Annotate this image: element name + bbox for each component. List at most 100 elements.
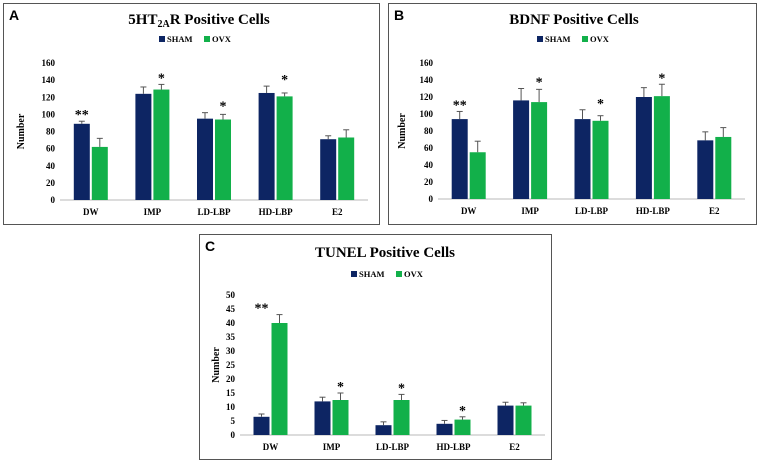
- bar-ovx-imp: [531, 102, 548, 199]
- x-tick-label: LD-LBP: [376, 442, 410, 452]
- bar-sham-dw: [451, 119, 468, 199]
- significance-marker: **: [255, 302, 269, 317]
- x-tick-label: LD-LBP: [575, 206, 609, 216]
- y-tick-label: 140: [42, 75, 56, 85]
- y-tick-label: 40: [46, 161, 56, 171]
- bar-sham-ld-lbp: [574, 119, 591, 199]
- y-tick-label: 45: [226, 304, 236, 314]
- significance-marker: *: [536, 76, 543, 91]
- y-tick-label: 35: [226, 332, 236, 342]
- significance-marker: *: [398, 381, 405, 396]
- chart-title: TUNEL Positive Cells: [315, 245, 455, 261]
- y-tick-label: 20: [46, 178, 56, 188]
- y-tick-label: 100: [42, 109, 56, 119]
- x-tick-label: DW: [83, 207, 99, 217]
- bar-ovx-ld-lbp: [393, 400, 410, 435]
- significance-marker: *: [220, 100, 227, 115]
- legend-swatch-ovx: [396, 271, 402, 277]
- y-tick-label: 0: [51, 195, 56, 205]
- significance-marker: **: [75, 108, 89, 123]
- y-tick-label: 120: [420, 92, 434, 102]
- bar-ovx-imp: [153, 89, 170, 200]
- legend-label-ovx: OVX: [404, 269, 424, 279]
- legend-swatch-ovx: [204, 36, 210, 42]
- bar-ovx-e2: [338, 137, 355, 200]
- legend-label-ovx: OVX: [212, 34, 232, 44]
- y-tick-label: 20: [424, 177, 434, 187]
- bar-ovx-hd-lbp: [653, 96, 670, 199]
- legend-label-sham: SHAM: [167, 34, 193, 44]
- y-tick-label: 40: [226, 318, 236, 328]
- y-tick-label: 30: [226, 346, 236, 356]
- y-tick-label: 20: [226, 374, 236, 384]
- bar-ovx-e2: [715, 136, 732, 199]
- x-tick-label: DW: [263, 442, 279, 452]
- y-tick-label: 60: [46, 144, 56, 154]
- bar-sham-e2: [497, 405, 514, 435]
- significance-marker: *: [337, 380, 344, 395]
- x-tick-label: IMP: [521, 206, 539, 216]
- y-tick-label: 100: [420, 109, 434, 119]
- y-tick-label: 40: [424, 160, 434, 170]
- bar-sham-dw: [73, 123, 90, 200]
- y-tick-label: 140: [420, 75, 434, 85]
- bar-sham-hd-lbp: [436, 423, 453, 435]
- bar-ovx-e2: [515, 405, 532, 435]
- y-tick-label: 80: [46, 127, 56, 137]
- y-tick-label: 15: [226, 388, 236, 398]
- bar-sham-imp: [135, 93, 152, 200]
- y-tick-label: 120: [42, 92, 56, 102]
- bar-sham-ld-lbp: [375, 425, 392, 435]
- legend-label-sham: SHAM: [359, 269, 385, 279]
- x-tick-label: DW: [461, 206, 477, 216]
- y-tick-label: 60: [424, 143, 434, 153]
- chart-5ht2ar: 5HT2AR Positive Cells SHAM OVX Number 0 20 40 6…: [16, 12, 368, 217]
- significance-marker: **: [453, 98, 467, 113]
- x-tick-label: E2: [709, 206, 720, 216]
- y-tick-label: 80: [424, 126, 434, 136]
- y-tick-label: 50: [226, 290, 236, 300]
- panel-b: B BDNF Positive Cells SHAM OVX Number 0 20 40 6…: [388, 3, 757, 225]
- significance-marker: *: [658, 71, 665, 86]
- bar-sham-imp: [513, 100, 530, 199]
- legend-swatch-sham: [351, 271, 357, 277]
- bar-sham-dw: [253, 416, 270, 435]
- bar-sham-e2: [697, 140, 714, 199]
- bar-ovx-ld-lbp: [592, 120, 609, 199]
- legend-swatch-ovx: [582, 36, 588, 42]
- chart-title: 5HT2AR Positive Cells: [128, 12, 270, 30]
- y-axis-label: Number: [397, 113, 408, 149]
- bar-ovx-ld-lbp: [215, 119, 231, 200]
- bar-sham-ld-lbp: [197, 118, 213, 200]
- significance-marker: *: [597, 97, 604, 112]
- legend-swatch-sham: [159, 36, 165, 42]
- y-axis-label: Number: [211, 347, 222, 383]
- significance-marker: *: [158, 71, 165, 86]
- x-tick-label: HD-LBP: [636, 206, 671, 216]
- legend-label-ovx: OVX: [590, 34, 610, 44]
- x-tick-label: E2: [332, 207, 343, 217]
- bar-ovx-hd-lbp: [454, 419, 471, 435]
- panel-label: B: [394, 7, 405, 23]
- bar-sham-imp: [314, 401, 331, 435]
- y-tick-label: 0: [231, 430, 236, 440]
- x-tick-label: LD-LBP: [197, 207, 231, 217]
- significance-marker: *: [459, 404, 466, 419]
- chart-bdnf: BDNF Positive Cells SHAM OVX Number 0 20 40 60 8…: [397, 12, 745, 216]
- bar-ovx-dw: [271, 323, 288, 435]
- y-tick-label: 160: [42, 58, 56, 68]
- x-tick-label: IMP: [323, 442, 341, 452]
- panel-a: A 5HT2AR Positive Cells SHAM OVX Number 0 20 4…: [3, 3, 380, 225]
- x-tick-label: E2: [509, 442, 520, 452]
- chart-title: BDNF Positive Cells: [509, 12, 639, 28]
- bar-sham-hd-lbp: [258, 92, 275, 200]
- y-tick-label: 5: [231, 416, 236, 426]
- y-tick-label: 160: [420, 58, 434, 68]
- panel-c: C TUNEL Positive Cells SHAM OVX Number 0 5 10 1…: [199, 234, 552, 460]
- y-axis-label: Number: [16, 113, 27, 149]
- bar-sham-e2: [320, 139, 337, 200]
- panel-label: A: [9, 7, 20, 23]
- panel-label: C: [205, 238, 216, 254]
- bar-sham-hd-lbp: [635, 97, 652, 199]
- x-tick-label: IMP: [144, 207, 162, 217]
